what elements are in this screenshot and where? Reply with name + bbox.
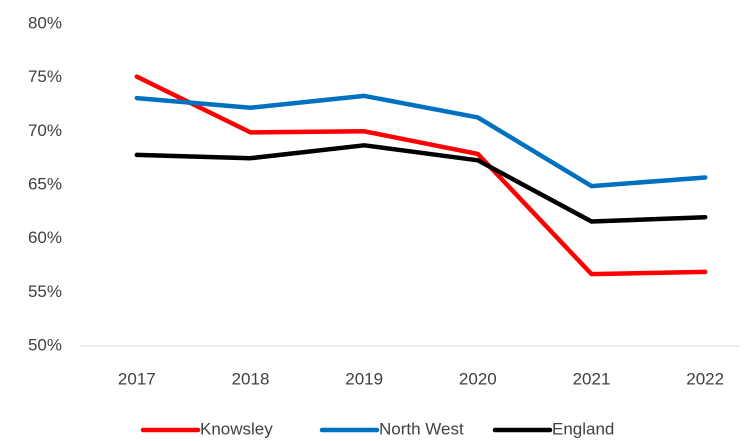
x-tick-label: 2019 [345, 369, 383, 388]
series-line [134, 143, 708, 224]
y-tick-label: 55% [28, 282, 62, 301]
legend-label: North West [379, 419, 464, 438]
x-tick-label: 2022 [686, 369, 724, 388]
x-tick-label: 2021 [573, 369, 611, 388]
series-line [134, 93, 708, 189]
y-tick-label: 70% [28, 121, 62, 140]
y-tick-label: 50% [28, 335, 62, 354]
y-tick-label: 65% [28, 174, 62, 193]
series-line [134, 74, 708, 277]
y-tick-label: 60% [28, 228, 62, 247]
legend-label: England [552, 419, 614, 438]
x-tick-label: 2017 [118, 369, 156, 388]
x-tick-label: 2018 [232, 369, 270, 388]
y-tick-label: 75% [28, 67, 62, 86]
legend-label: Knowsley [200, 419, 273, 438]
y-tick-label: 80% [28, 13, 62, 32]
x-tick-label: 2020 [459, 369, 497, 388]
